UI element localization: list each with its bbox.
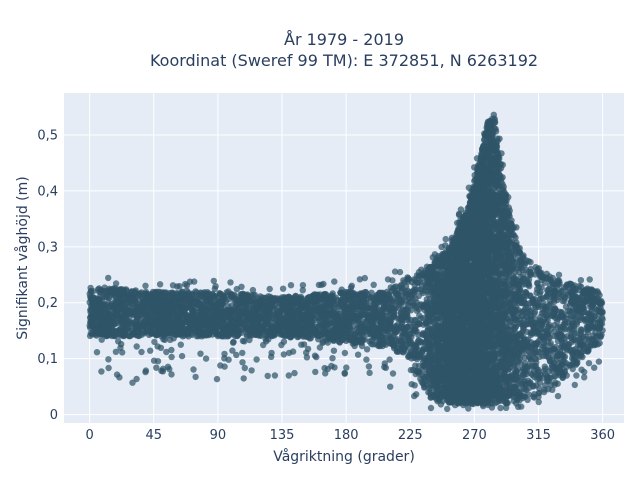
scatter-point [190,366,197,373]
scatter-point [465,405,472,412]
scatter-point [571,381,578,389]
scatter-point [129,379,136,386]
scatter-point [249,286,257,294]
scatter-point [280,351,287,358]
scatter-point [156,281,164,288]
scatter-point [268,349,275,357]
scatter-point [285,372,292,379]
scatter-point [115,338,122,345]
scatter-point [396,268,404,276]
scatter-point [133,375,140,383]
scatter-point [163,348,170,356]
data-points [86,111,606,413]
scatter-point [554,392,562,400]
scatter-point [279,285,287,292]
scatter-point [153,364,160,371]
scatter-point [387,383,394,390]
scatter-point [413,322,420,329]
scatter-point [151,338,158,346]
scatter-point [370,281,377,288]
scatter-point [112,348,120,355]
scatter-point [532,264,539,271]
scatter-point [271,372,279,379]
scatter-point [168,371,175,378]
scatter-point [285,349,293,357]
scatter-point [93,349,101,356]
scatter-point [202,355,210,362]
scatter-point [217,362,224,369]
scatter-point [105,356,112,363]
scatter-point [331,278,338,285]
scatter-point [287,282,295,289]
scatter-point [316,344,324,351]
scatter-point [361,274,368,282]
scatter-point [239,359,246,366]
scatter-point [147,347,154,354]
scatter-point [366,369,373,377]
scatter-point [98,336,105,343]
scatter-point [300,341,308,348]
chart-title-line1: År 1979 - 2019 [284,30,404,49]
scatter-point [142,282,149,289]
scatter-point [177,341,184,348]
scatter-point [365,363,373,370]
scatter-point [515,383,523,390]
scatter-point [591,364,598,371]
scatter-point [240,375,247,382]
scatter-point [551,328,558,335]
scatter-point [168,346,175,354]
scatter-point [154,358,162,365]
scatter-point [389,370,397,377]
scatter-point [178,352,186,360]
scatter-point [291,369,298,377]
scatter-point [253,356,260,363]
scatter-point [210,277,217,285]
scatter-point [105,274,112,282]
scatter-point [386,356,393,363]
scatter-point [227,279,234,286]
chart-title-line2: Koordinat (Sweref 99 TM): E 372851, N 62… [150,51,538,70]
scatter-point [363,346,371,353]
scatter-point [241,338,248,345]
scatter-point [555,271,563,278]
scatter-point [577,277,585,284]
scatter-point [266,285,273,293]
scatter-point [230,338,237,346]
scatter-point [595,358,603,365]
scatter-point [363,356,370,363]
scatter-point [168,353,175,361]
scatter-point [299,287,306,294]
scatter-point [299,282,307,289]
scatter-point [133,343,140,350]
scatter-point [348,282,355,289]
scatter-point [341,349,349,357]
